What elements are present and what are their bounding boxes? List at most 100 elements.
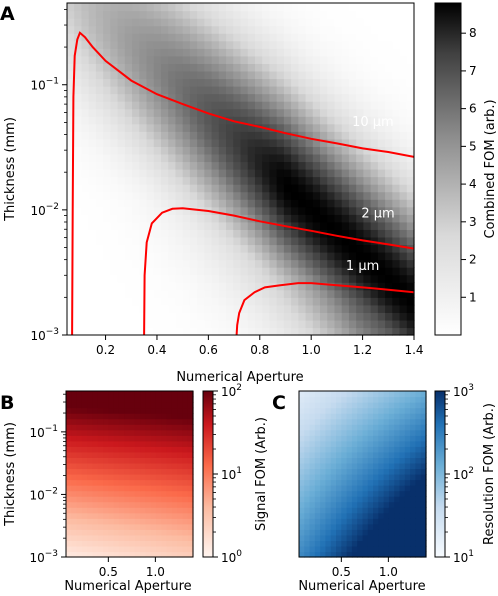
panel-a-cell xyxy=(399,169,408,178)
panel-a-cell xyxy=(67,327,75,336)
panel-c-xaxis: 0.5 1.0 xyxy=(332,557,398,579)
panel-a-cell xyxy=(247,297,256,306)
panel-b-cell xyxy=(187,485,194,492)
panel-a-cell xyxy=(124,214,133,223)
panel-a-cell xyxy=(392,108,401,117)
panel-a-cell xyxy=(392,138,401,147)
panel-c-cell xyxy=(351,540,358,547)
panel-c-cell xyxy=(404,462,411,470)
panel-b-cell xyxy=(182,501,189,508)
panel-b-cell xyxy=(129,418,136,425)
panel-b-cell xyxy=(140,545,146,553)
panel-a-cell xyxy=(95,108,104,117)
panel-b-cell xyxy=(166,424,173,431)
panel-a-cell xyxy=(139,55,148,64)
panel-a-cell xyxy=(377,10,386,19)
panel-a-cell xyxy=(392,48,401,57)
panel-b-cell xyxy=(182,474,189,481)
panel-a-cell xyxy=(117,289,126,298)
panel-c-cell xyxy=(304,545,311,553)
panel-a-cell xyxy=(139,10,148,19)
panel-c-cell xyxy=(336,396,342,403)
panel-b-cell xyxy=(145,435,152,442)
panel-a-cell xyxy=(146,153,155,163)
panel-c-cell xyxy=(388,440,395,447)
panel-a-cell xyxy=(153,146,162,155)
panel-b-cell xyxy=(134,490,141,497)
panel-c-cell xyxy=(309,407,316,414)
panel-a-cell xyxy=(124,229,133,238)
panel-a-cell xyxy=(363,191,372,200)
panel-a-cell xyxy=(124,55,133,64)
panel-c-cell xyxy=(336,512,342,519)
panel-a-cell xyxy=(74,214,83,223)
panel-b-cell xyxy=(140,529,146,536)
panel-a-colorbar-tick-label: 5 xyxy=(469,139,477,153)
panel-a-cell xyxy=(320,153,328,163)
panel-b-cell xyxy=(140,507,146,514)
panel-b-cell xyxy=(166,413,173,420)
panel-b-cell xyxy=(145,523,152,530)
panel-b-cell xyxy=(71,529,78,536)
panel-a-cell xyxy=(139,236,148,246)
panel-a-cell xyxy=(334,101,343,110)
panel-a-cell xyxy=(392,282,401,291)
panel-b-cell xyxy=(161,391,168,398)
panel-a-cell xyxy=(88,86,97,95)
panel-a-cell xyxy=(175,252,184,261)
panel-a-cell xyxy=(103,199,111,208)
panel-c-cell xyxy=(415,496,422,503)
panel-a-cell xyxy=(305,40,314,49)
panel-b-cell xyxy=(76,435,83,442)
panel-a-cell xyxy=(117,18,126,27)
panel-c-cell xyxy=(325,479,332,486)
panel-a-cell xyxy=(117,191,126,200)
panel-a-cell xyxy=(392,101,401,110)
panel-b-cell xyxy=(87,462,94,470)
panel-a-cell xyxy=(327,123,336,132)
panel-a-cell xyxy=(182,146,191,155)
panel-a-cell xyxy=(160,244,169,253)
panel-a-cell xyxy=(363,146,372,155)
panel-a-cell xyxy=(334,55,343,64)
panel-a-cell xyxy=(269,55,278,64)
panel-a-cell xyxy=(67,319,75,329)
panel-c-cell xyxy=(410,424,417,431)
panel-b-cell xyxy=(124,551,131,558)
panel-a-cell xyxy=(153,327,162,336)
panel-b-cell xyxy=(187,429,194,436)
panel-a-cell xyxy=(348,327,357,336)
panel-a-cell xyxy=(124,108,133,117)
panel-c-cell xyxy=(304,440,311,447)
panel-a-cell xyxy=(204,3,213,12)
panel-c-cell xyxy=(383,512,390,519)
panel-b-cell xyxy=(129,485,136,492)
panel-b-cell xyxy=(103,485,109,492)
panel-c-cell xyxy=(362,429,369,436)
panel-a-cell xyxy=(110,176,119,185)
panel-b-cell xyxy=(187,462,194,470)
panel-c-cell xyxy=(415,413,422,420)
panel-a-cell xyxy=(88,169,97,178)
panel-a-cell xyxy=(283,206,292,215)
panel-b-cell xyxy=(81,512,88,519)
panel-a-cell xyxy=(124,25,133,34)
panel-a-cell xyxy=(356,319,364,329)
panel-a-cell xyxy=(146,229,155,238)
panel-c-cell xyxy=(341,512,348,519)
panel-a-cell xyxy=(168,221,177,230)
panel-a-cell xyxy=(103,304,111,313)
panel-a-cell xyxy=(81,48,90,57)
panel-c-cell xyxy=(325,551,332,558)
panel-c-cell xyxy=(309,451,316,458)
panel-a-cell xyxy=(103,40,111,49)
panel-b-cell xyxy=(92,529,99,536)
panel-b-cell xyxy=(71,451,78,458)
panel-b-cell xyxy=(108,457,115,464)
panel-c-cell xyxy=(351,551,358,558)
panel-a-cell xyxy=(406,116,415,125)
panel-a-cell xyxy=(276,101,285,110)
panel-b-cell xyxy=(87,407,94,414)
panel-b-cell xyxy=(177,479,184,486)
panel-c-cell xyxy=(320,424,327,431)
